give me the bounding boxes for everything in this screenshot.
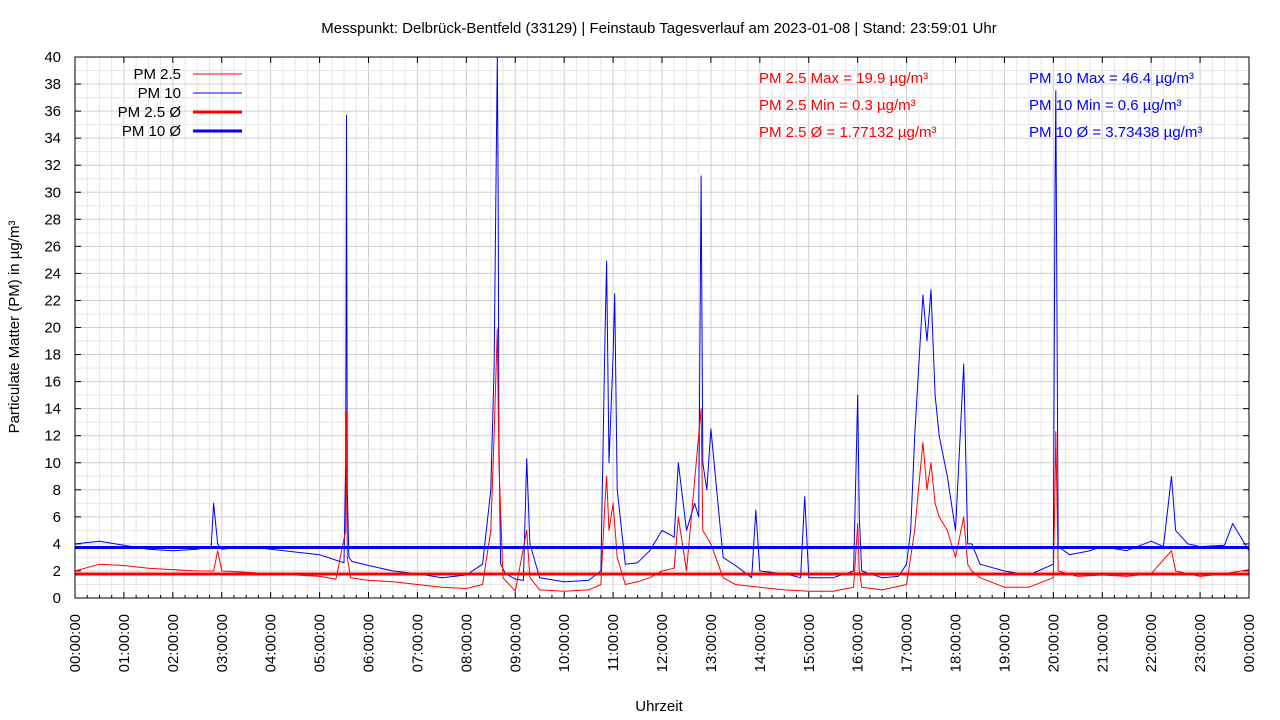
y-tick-label: 30	[44, 184, 61, 201]
legend-label-pm10: PM 10	[138, 85, 181, 102]
y-tick-label: 26	[44, 238, 61, 255]
y-tick-label: 18	[44, 347, 61, 364]
y-tick-label: 22	[44, 292, 61, 309]
x-tick-label: 06:00:00	[361, 614, 378, 672]
y-tick-label: 16	[44, 374, 61, 391]
stat-pm25-min: PM 2.5 Min = 0.3 µg/m³	[759, 97, 916, 114]
x-tick-label: 17:00:00	[899, 614, 916, 672]
x-tick-label: 19:00:00	[996, 614, 1013, 672]
x-tick-label: 07:00:00	[409, 614, 426, 672]
x-tick-label: 08:00:00	[458, 614, 475, 672]
x-tick-label: 01:00:00	[116, 614, 133, 672]
y-tick-label: 32	[44, 157, 61, 174]
x-tick-label: 10:00:00	[556, 614, 573, 672]
legend: PM 2.5 PM 10 PM 2.5 Ø PM 10 Ø	[118, 66, 242, 140]
x-tick-label: 00:00:00	[67, 614, 84, 672]
y-tick-label: 20	[44, 320, 61, 337]
stat-pm25-avg: PM 2.5 Ø = 1.77132 µg/m³	[759, 124, 936, 141]
y-tick-label: 6	[53, 509, 61, 526]
stat-pm25-max: PM 2.5 Max = 19.9 µg/m³	[759, 70, 928, 87]
x-tick-label: 04:00:00	[263, 614, 280, 672]
y-tick-label: 0	[53, 590, 61, 607]
legend-label-pm10-avg: PM 10 Ø	[122, 123, 182, 140]
y-tick-label: 24	[44, 265, 61, 282]
stats-pm25: PM 2.5 Max = 19.9 µg/m³ PM 2.5 Min = 0.3…	[759, 70, 936, 141]
y-tick-label: 28	[44, 211, 61, 228]
y-tick-label: 40	[44, 49, 61, 66]
x-tick-label: 20:00:00	[1045, 614, 1062, 672]
x-tick-label: 00:00:00	[1241, 614, 1258, 672]
stats-pm10: PM 10 Max = 46.4 µg/m³ PM 10 Min = 0.6 µ…	[1029, 70, 1202, 141]
stat-pm10-max: PM 10 Max = 46.4 µg/m³	[1029, 70, 1194, 87]
y-tick-label: 36	[44, 103, 61, 120]
y-tick-label: 12	[44, 428, 61, 445]
y-tick-label: 10	[44, 455, 61, 472]
x-tick-label: 13:00:00	[703, 614, 720, 672]
series-layer	[74, 56, 1250, 592]
y-axis-label: Particulate Matter (PM) in µg/m³	[6, 221, 23, 434]
y-tick-label: 2	[53, 563, 61, 580]
chart-title: Messpunkt: Delbrück-Bentfeld (33129) | F…	[321, 20, 996, 37]
y-tick-label: 4	[53, 536, 61, 553]
series-line-pm-25	[74, 328, 1250, 592]
x-ticks: 00:00:00 01:00:00 02:00:00 03:00:00 04:00:00…	[67, 57, 1258, 672]
stat-pm10-avg: PM 10 Ø = 3.73438 µg/m³	[1029, 124, 1202, 141]
x-tick-label: 23:00:00	[1192, 614, 1209, 672]
x-tick-label: 03:00:00	[214, 614, 231, 672]
x-axis-label: Uhrzeit	[635, 698, 683, 715]
x-tick-label: 16:00:00	[850, 614, 867, 672]
plot-frame	[74, 56, 1250, 599]
y-tick-label: 34	[44, 130, 61, 147]
x-tick-label: 09:00:00	[507, 614, 524, 672]
x-tick-label: 22:00:00	[1143, 614, 1160, 672]
legend-label-pm25: PM 2.5	[133, 66, 181, 83]
x-tick-label: 12:00:00	[654, 614, 671, 672]
legend-label-pm25-avg: PM 2.5 Ø	[118, 104, 182, 121]
stat-pm10-min: PM 10 Min = 0.6 µg/m³	[1029, 97, 1181, 114]
x-tick-label: 02:00:00	[165, 614, 182, 672]
x-tick-label: 11:00:00	[605, 614, 622, 671]
x-tick-label: 05:00:00	[312, 614, 329, 672]
y-tick-label: 14	[44, 401, 61, 418]
x-tick-label: 15:00:00	[801, 614, 818, 672]
x-tick-label: 21:00:00	[1094, 614, 1111, 672]
x-tick-label: 18:00:00	[948, 614, 965, 672]
y-tick-label: 8	[53, 482, 61, 499]
y-tick-label: 38	[44, 76, 61, 93]
series-line-pm-10	[74, 56, 1250, 583]
x-tick-label: 14:00:00	[752, 614, 769, 672]
